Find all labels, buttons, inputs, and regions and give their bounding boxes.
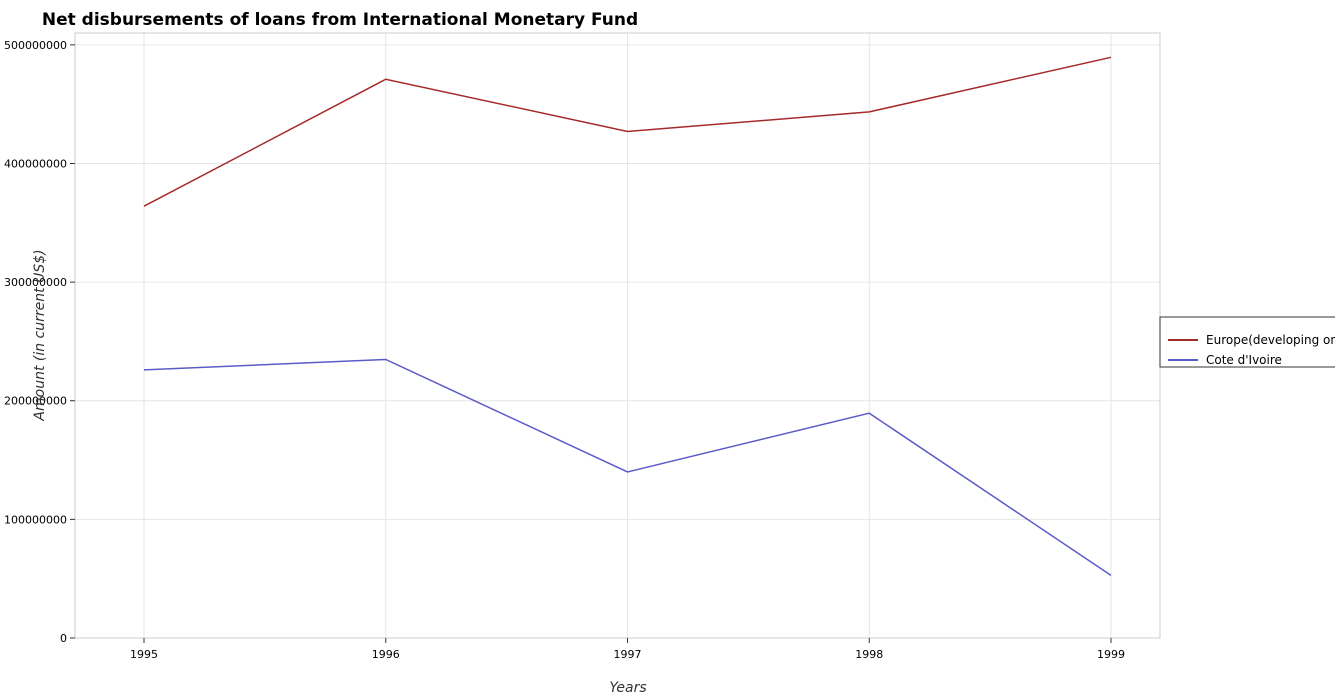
y-axis-label: Amount (in current US$) <box>32 249 48 421</box>
y-axis: 0 100000000 200000000 300000000 400000000 500… <box>4 39 75 645</box>
grid <box>75 33 1160 639</box>
legend-box <box>1159 316 1335 368</box>
legend-label-cote-divoire: Cote d'Ivoire <box>1206 353 1282 367</box>
plot-frame <box>74 32 1161 639</box>
chart-title: Net disbursements of loans from Internat… <box>42 10 638 30</box>
y-tick-label: 300000000 <box>4 276 67 289</box>
y-tick-label: 500000000 <box>4 39 67 52</box>
x-axis-label: Years <box>609 680 646 696</box>
x-tick-label: 1999 <box>1097 648 1125 661</box>
legend-label-europe: Europe(developing only) <box>1206 333 1335 347</box>
y-tick-label: 400000000 <box>4 157 67 170</box>
series-line-cote-divoire <box>143 358 1112 576</box>
y-tick-label: 100000000 <box>4 513 67 526</box>
series-line-europe <box>143 56 1112 207</box>
x-tick-label: 1996 <box>372 648 400 661</box>
x-tick-label: 1995 <box>130 648 158 661</box>
x-axis: 1995 1996 1997 1998 1999 <box>130 638 1125 661</box>
y-tick-label: 200000000 <box>4 395 67 408</box>
x-tick-label: 1997 <box>614 648 642 661</box>
series <box>143 56 1112 576</box>
legend: Europe(developing only) Cote d'Ivoire <box>1159 316 1335 368</box>
x-tick-label: 1998 <box>855 648 883 661</box>
y-tick-label: 0 <box>60 632 67 645</box>
